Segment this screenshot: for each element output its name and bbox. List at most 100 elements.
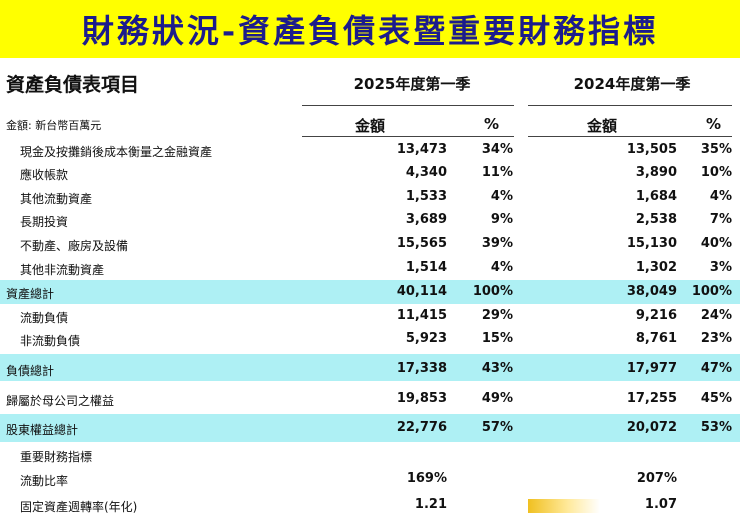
row-label: 資產總計 [6, 287, 55, 301]
amount-2024: 17,255 [626, 391, 677, 406]
amount-2024: 15,130 [626, 236, 677, 251]
table-row: 長期投資 3,689 9% 2,538 7% [0, 209, 740, 232]
period-header-2024: 2024年度第一季 [573, 75, 691, 93]
percent-2024: 10% [700, 165, 732, 180]
title-banner: 財務狀況-資產負債表暨重要財務指標 [0, 0, 740, 58]
col-amount-2025: 金額 [355, 117, 386, 135]
amount-2024: 13,505 [626, 142, 677, 157]
row-label: 非流動負債 [20, 334, 81, 348]
amount-2025: 5,923 [405, 331, 447, 346]
indicators-title: 重要財務指標 [20, 450, 93, 464]
amount-2024: 8,761 [635, 331, 677, 346]
row-label: 應收帳款 [20, 168, 69, 182]
row-label: 股東權益總計 [6, 423, 79, 437]
percent-2025: 4% [490, 189, 513, 204]
unit-label: 金額: 新台幣百萬元 [6, 119, 102, 132]
amount-2024: 1,302 [635, 260, 677, 275]
row-label: 流動負債 [20, 311, 69, 325]
percent-2024: 35% [700, 142, 732, 157]
percent-2025: 57% [481, 420, 513, 435]
band-total-equity [0, 414, 740, 442]
indicators-title-row: 重要財務指標 [0, 444, 740, 467]
table-row: 其他非流動資產 1,514 4% 1,302 3% [0, 257, 740, 280]
row-label: 不動產、廠房及設備 [20, 239, 129, 253]
table-row: 負債總計 17,338 43% 17,977 47% [0, 358, 740, 381]
percent-2025: 49% [481, 391, 513, 406]
table-row: 其他流動資產 1,533 4% 1,684 4% [0, 186, 740, 209]
header-divider-2024 [528, 136, 732, 137]
period-header-2025: 2025年度第一季 [353, 75, 471, 93]
amount-2024: 1,684 [635, 189, 677, 204]
col-percent-2024: % [706, 115, 722, 133]
section-title: 資產負債表項目 [6, 74, 140, 96]
amount-2025: 4,340 [405, 165, 447, 180]
row-label: 歸屬於母公司之權益 [6, 394, 115, 408]
amount-2024: 17,977 [626, 361, 677, 376]
row-label: 長期投資 [20, 215, 69, 229]
percent-2025: 4% [490, 260, 513, 275]
amount-2025: 13,473 [396, 142, 447, 157]
percent-2025: 100% [472, 284, 513, 299]
band-total-assets [0, 280, 740, 304]
period-divider-2024 [528, 105, 732, 106]
table-row: 股東權益總計 22,776 57% 20,072 53% [0, 417, 740, 440]
amount-2024: 9,216 [635, 308, 677, 323]
table-row: 應收帳款 4,340 11% 3,890 10% [0, 162, 740, 185]
indicator-row: 流動比率 169% 207% [0, 468, 740, 491]
indicator-label: 固定資產週轉率(年化) [20, 500, 138, 514]
amount-2025: 19,853 [396, 391, 447, 406]
indicator-value-2024: 207% [636, 471, 677, 486]
percent-2024: 40% [700, 236, 732, 251]
percent-2025: 11% [481, 165, 513, 180]
indicator-label: 流動比率 [20, 474, 69, 488]
indicator-value-2025: 1.21 [414, 497, 447, 512]
col-percent-2025: % [484, 115, 500, 133]
percent-2025: 15% [481, 331, 513, 346]
header-divider-2025 [302, 136, 514, 137]
amount-2025: 22,776 [396, 420, 447, 435]
percent-2024: 23% [700, 331, 732, 346]
percent-2024: 45% [700, 391, 732, 406]
percent-2025: 43% [481, 361, 513, 376]
amount-2024: 3,890 [635, 165, 677, 180]
percent-2024: 100% [691, 284, 732, 299]
amount-2025: 11,415 [396, 308, 447, 323]
amount-2025: 1,514 [405, 260, 447, 275]
row-label: 負債總計 [6, 364, 55, 378]
percent-2025: 39% [481, 236, 513, 251]
indicator-value-2024: 1.07 [644, 497, 677, 512]
row-label: 現金及按攤銷後成本衡量之金融資產 [20, 145, 213, 159]
percent-2024: 3% [709, 260, 732, 275]
table-row: 非流動負債 5,923 15% 8,761 23% [0, 328, 740, 351]
amount-2024: 2,538 [635, 212, 677, 227]
indicator-bar [528, 499, 600, 513]
row-label: 其他流動資產 [20, 192, 93, 206]
percent-2025: 9% [490, 212, 513, 227]
page-title: 財務狀況-資產負債表暨重要財務指標 [81, 12, 659, 50]
percent-2024: 24% [700, 308, 732, 323]
amount-2025: 3,689 [405, 212, 447, 227]
percent-2024: 47% [700, 361, 732, 376]
band-total-liabilities [0, 354, 740, 381]
col-amount-2024: 金額 [587, 117, 618, 135]
amount-2024: 38,049 [626, 284, 677, 299]
period-divider-2025 [302, 105, 514, 106]
table-row: 現金及按攤銷後成本衡量之金融資產 13,473 34% 13,505 35% [0, 139, 740, 162]
table-row: 資產總計 40,114 100% 38,049 100% [0, 281, 740, 304]
amount-2025: 40,114 [396, 284, 447, 299]
row-label: 其他非流動資產 [20, 263, 105, 277]
percent-2025: 34% [481, 142, 513, 157]
indicator-value-2025: 169% [406, 471, 447, 486]
percent-2025: 29% [481, 308, 513, 323]
amount-2025: 1,533 [405, 189, 447, 204]
table-row: 流動負債 11,415 29% 9,216 24% [0, 305, 740, 328]
indicator-row: 固定資產週轉率(年化) 1.21 1.07 [0, 494, 740, 517]
percent-2024: 7% [709, 212, 732, 227]
amount-2025: 17,338 [396, 361, 447, 376]
percent-2024: 53% [700, 420, 732, 435]
percent-2024: 4% [709, 189, 732, 204]
table-row: 歸屬於母公司之權益 19,853 49% 17,255 45% [0, 388, 740, 411]
amount-2025: 15,565 [396, 236, 447, 251]
table-row: 不動產、廠房及設備 15,565 39% 15,130 40% [0, 233, 740, 256]
amount-2024: 20,072 [626, 420, 677, 435]
